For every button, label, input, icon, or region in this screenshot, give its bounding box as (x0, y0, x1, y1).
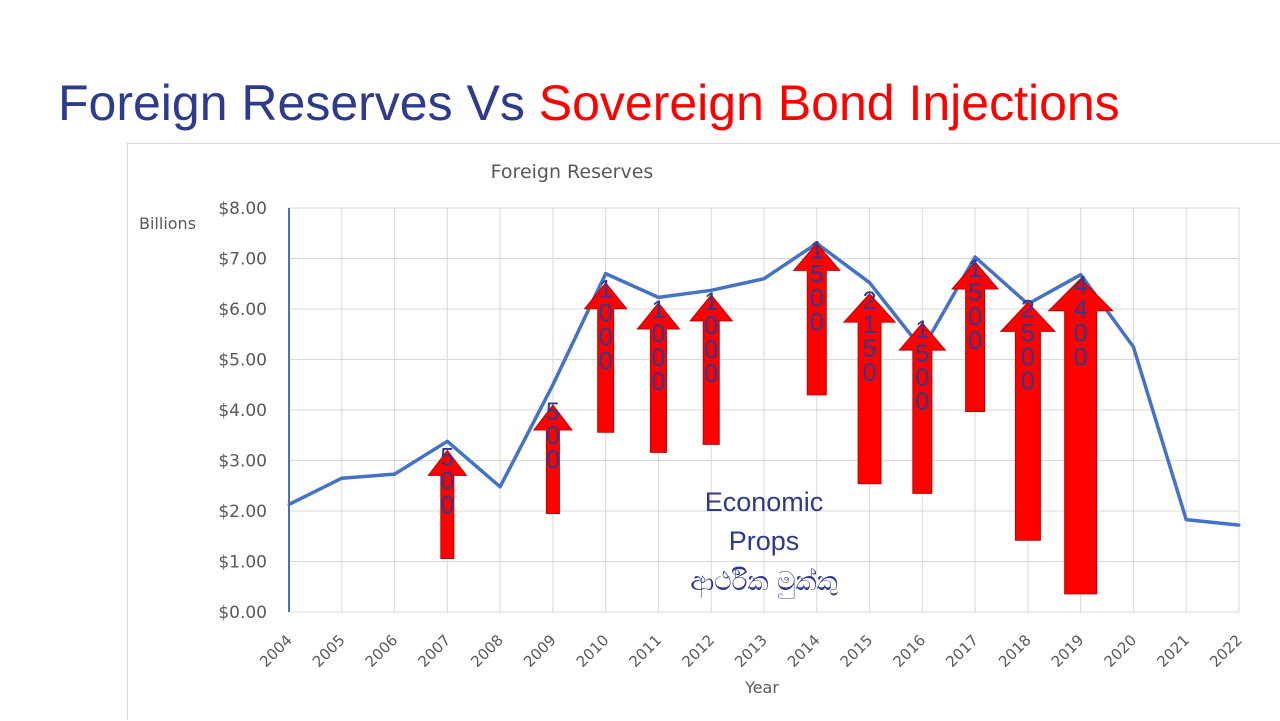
x-tick-label: 2004 (256, 631, 296, 671)
annotation-line-1: Economic (705, 487, 824, 517)
y-tick-label: $0.00 (218, 603, 267, 623)
x-tick-label: 2016 (889, 631, 929, 671)
reserves-point (1079, 273, 1083, 277)
bond-injection-arrows: 5 0 0 5 0 0 1 0 0 0 1 0 0 0 1 0 0 0 1 5 0 0 2 1 5 0 1 5 0 0 1 5 0 0 2 5 0 0 4 4… (427, 236, 1114, 595)
annotation-line-2: Props (729, 526, 800, 556)
reserves-point (445, 439, 449, 443)
y-tick-label: $1.00 (218, 553, 267, 573)
reserves-point (1131, 345, 1135, 349)
bond-injection-arrow-2015 (842, 293, 897, 485)
bond-injection-arrow-2007 (427, 449, 468, 559)
x-tick-label: 2008 (467, 631, 507, 671)
x-tick-label: 2007 (414, 631, 454, 671)
annotation-line-3-sinhala: ආර්ථික මුක්කු (690, 567, 838, 598)
x-tick-label: 2005 (309, 631, 349, 671)
bond-injection-arrow-2011 (636, 302, 681, 453)
x-tick-label: 2021 (1153, 631, 1193, 671)
x-tick-label: 2015 (837, 631, 877, 671)
slide-title-bond-injections: Sovereign Bond Injections (538, 75, 1120, 131)
reserves-point (340, 476, 344, 480)
x-tick-label: 2018 (995, 631, 1035, 671)
bond-injection-arrow-2019 (1047, 277, 1114, 595)
y-tick-label: $7.00 (218, 250, 267, 270)
bond-injection-arrow-2017 (951, 261, 1000, 413)
bond-injection-arrow-2012 (689, 294, 734, 445)
reserves-point (287, 502, 291, 506)
reserves-point (709, 288, 713, 292)
reserves-point (762, 277, 766, 281)
reserves-point (1237, 523, 1241, 527)
foreign-reserves-chart: $0.00 $1.00 $2.00 $3.00 $4.00 $5.00 $6.00 $7.00… (139, 161, 1246, 697)
y-tick-label: $3.00 (218, 452, 267, 472)
bond-injection-arrow-2016 (898, 322, 947, 494)
bond-injection-arrow-2009 (532, 404, 573, 515)
chart-title: Foreign Reserves (491, 161, 654, 183)
bond-injection-arrow-2014 (792, 242, 841, 396)
x-tick-label: 2019 (1048, 631, 1088, 671)
x-tick-label: 2011 (626, 631, 666, 671)
y-tick-label: $5.00 (218, 351, 267, 371)
slide-title-reserves: Foreign Reserves Vs (58, 75, 539, 131)
y-tick-label: $8.00 (218, 199, 267, 219)
bond-injection-arrow-2010 (583, 281, 628, 433)
reserves-point (551, 383, 555, 387)
x-tick-label: 2020 (1101, 631, 1141, 671)
reserves-point (604, 272, 608, 276)
y-tick-label: $6.00 (218, 300, 267, 320)
chart-frame: $0.00 $1.00 $2.00 $3.00 $4.00 $5.00 $6.00 $7.00… (127, 143, 1280, 720)
x-tick-label: 2017 (942, 631, 982, 671)
x-tick-label: 2010 (573, 631, 613, 671)
x-tick-label: 2014 (784, 631, 824, 671)
reserves-point (498, 485, 502, 489)
slide-title: Foreign Reserves Vs Sovereign Bond Injec… (58, 74, 1120, 132)
x-tick-label: 2009 (520, 631, 560, 671)
x-tick-label: 2012 (678, 631, 718, 671)
reserves-point (393, 472, 397, 476)
x-tick-label: 2013 (731, 631, 771, 671)
y-axis-label: Billions (139, 214, 196, 233)
x-axis-label: Year (744, 678, 779, 697)
reserves-point (656, 295, 660, 299)
reserves-point (868, 281, 872, 285)
reserves-point (973, 255, 977, 259)
y-tick-label: $2.00 (218, 502, 267, 522)
x-tick-label: 2022 (1206, 631, 1246, 671)
x-tick-label: 2006 (362, 631, 402, 671)
reserves-point (1184, 518, 1188, 522)
y-tick-label: $4.00 (218, 401, 267, 421)
bond-injection-arrow-2018 (999, 301, 1057, 541)
